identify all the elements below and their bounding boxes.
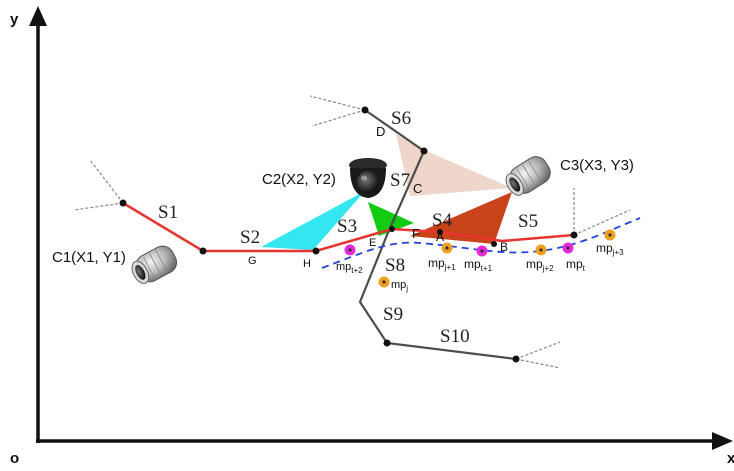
segment-label-s1: S1 bbox=[158, 202, 178, 223]
camera-label-c2: C2(X2, Y2) bbox=[262, 171, 336, 188]
mp-label-j: mpj bbox=[391, 279, 408, 293]
camera-label-c1: C1(X1, Y1) bbox=[52, 249, 126, 266]
segment-label-s6: S6 bbox=[391, 108, 411, 129]
fov-c2-area bbox=[261, 191, 365, 250]
point-label-b: B bbox=[500, 240, 508, 254]
mp-label-t: mpt bbox=[566, 257, 586, 273]
point-labels: A B C D E F G H bbox=[248, 124, 508, 270]
camera-c1-icon bbox=[131, 245, 178, 284]
mobile-point-labels: mpt+2 mpj mpj+1 mpt+1 mpj+2 mpt mpj+3 bbox=[336, 241, 624, 293]
point-label-c: C bbox=[413, 181, 422, 196]
trajectory-curve bbox=[321, 217, 641, 269]
point-label-h: H bbox=[303, 258, 311, 270]
x-axis-label: x bbox=[727, 450, 734, 467]
point-label-f: F bbox=[412, 226, 420, 241]
mp-label-j2: mpj+2 bbox=[526, 257, 554, 273]
mp-label-t2: mpt+2 bbox=[336, 261, 363, 275]
camera-c2-icon bbox=[349, 158, 387, 198]
mobile-point-markers bbox=[344, 229, 616, 288]
point-label-a: A bbox=[436, 230, 444, 244]
segment-label-s7: S7 bbox=[390, 170, 410, 191]
fov-green-area bbox=[368, 202, 414, 236]
camera-labels: C1(X1, Y1) C2(X2, Y2) C3(X3, Y3) bbox=[52, 157, 634, 266]
y-axis-label: y bbox=[10, 11, 19, 28]
x-axis-arrow-icon bbox=[712, 432, 733, 450]
mp-label-t1: mpt+1 bbox=[464, 257, 493, 273]
mp-label-j1: mpj+1 bbox=[428, 256, 456, 272]
point-label-g: G bbox=[248, 255, 257, 267]
segment-label-s5: S5 bbox=[518, 211, 538, 232]
camera-c3-icon bbox=[505, 156, 551, 196]
segment-label-s4: S4 bbox=[432, 210, 453, 231]
segment-label-s10: S10 bbox=[440, 326, 470, 347]
segment-label-s8: S8 bbox=[385, 255, 405, 276]
origin-label: o bbox=[10, 450, 19, 467]
road-stubs bbox=[73, 95, 631, 369]
segment-label-s9: S9 bbox=[383, 304, 403, 325]
axes: y x o bbox=[10, 6, 734, 467]
mp-label-j3: mpj+3 bbox=[596, 241, 624, 257]
point-label-e: E bbox=[369, 237, 376, 249]
segment-label-s3: S3 bbox=[337, 216, 357, 237]
y-axis-arrow-icon bbox=[29, 6, 47, 26]
fields-of-view bbox=[261, 134, 512, 250]
camera-label-c3: C3(X3, Y3) bbox=[560, 157, 634, 174]
segment-labels: S1 S2 S3 S4 S5 S6 S7 S8 S9 S10 bbox=[158, 108, 538, 347]
road-vertices bbox=[119, 106, 578, 363]
grey-road bbox=[358, 109, 517, 361]
fov-c6-area bbox=[396, 134, 512, 196]
point-label-d: D bbox=[376, 124, 385, 139]
segment-label-s2: S2 bbox=[240, 227, 260, 248]
